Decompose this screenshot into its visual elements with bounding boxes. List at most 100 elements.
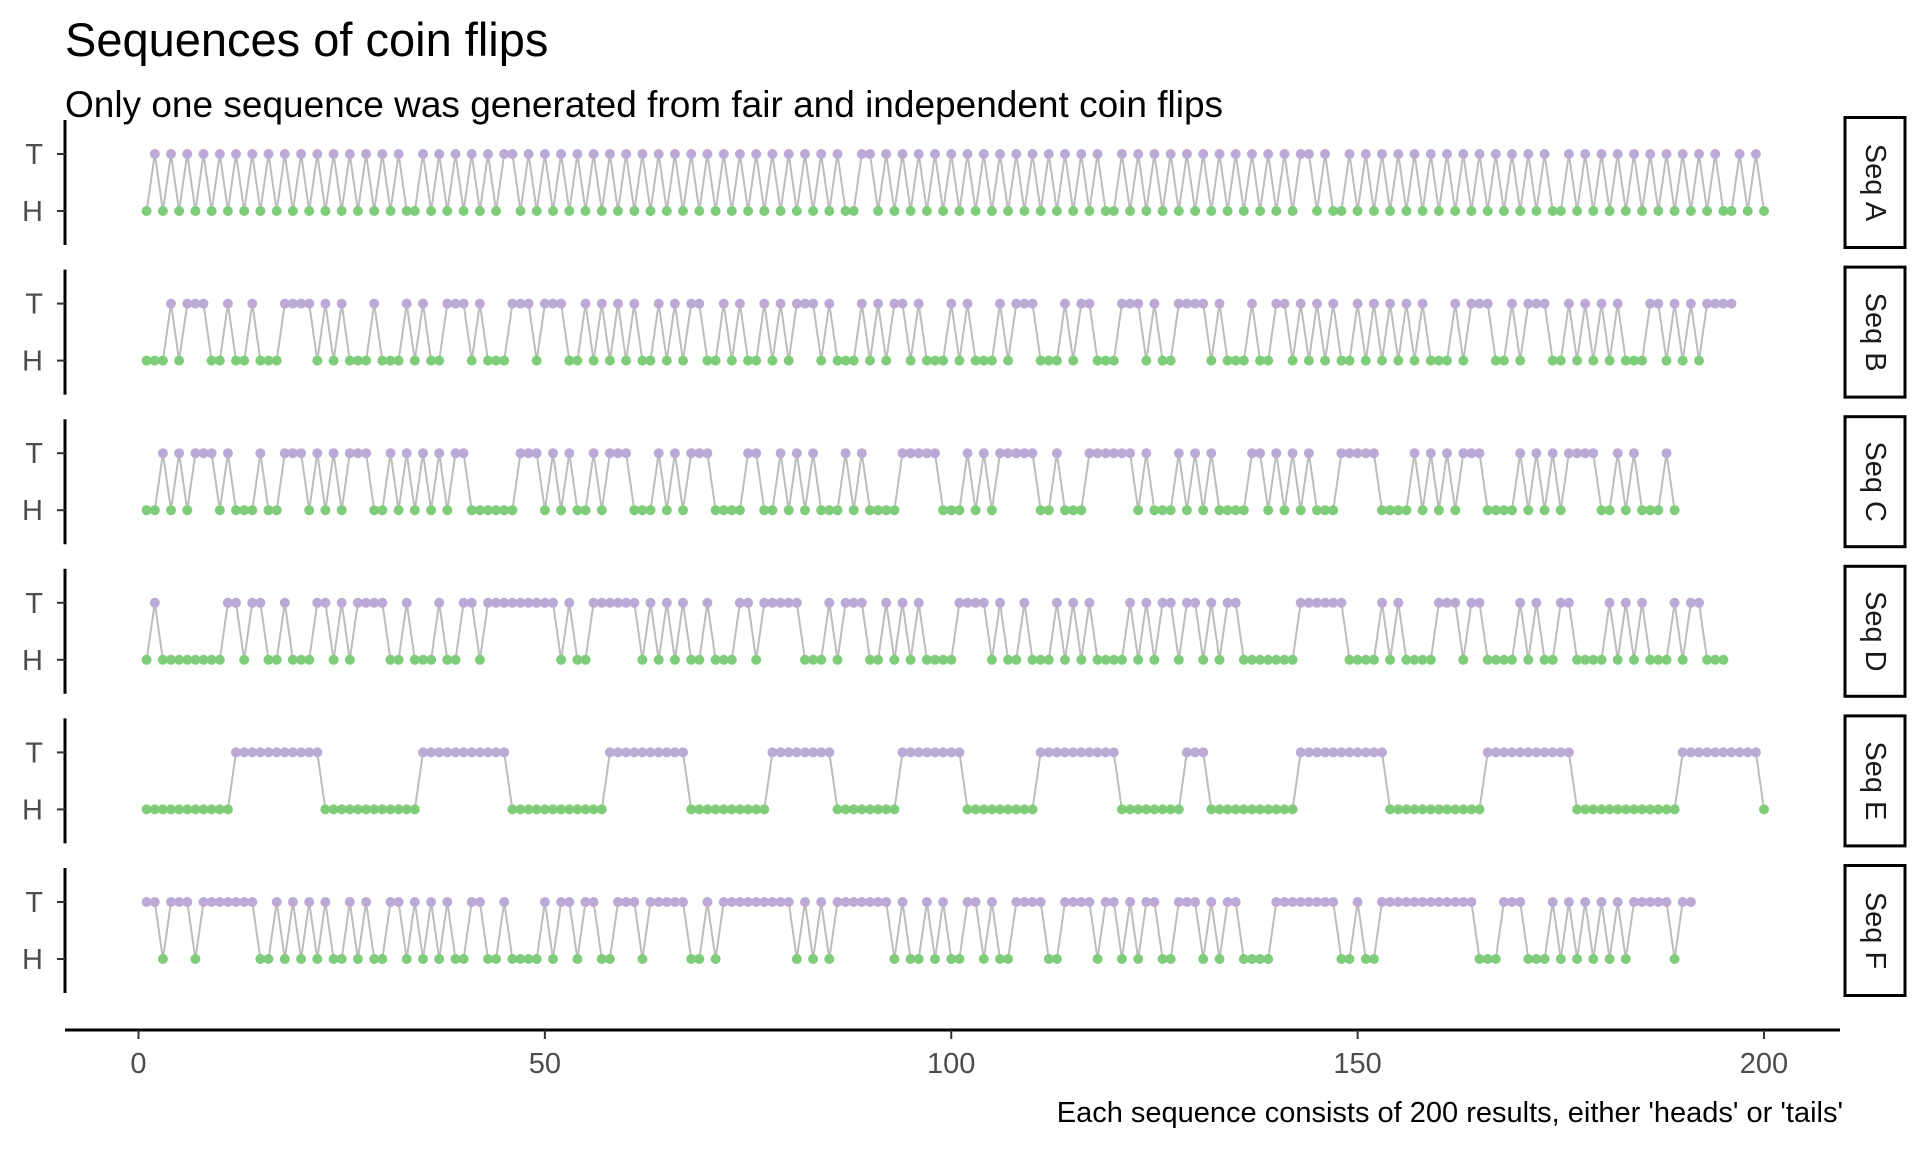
- tails-point: [458, 298, 469, 309]
- tails-point: [1563, 747, 1574, 758]
- heads-point: [678, 206, 688, 216]
- heads-point: [1360, 954, 1371, 964]
- tails-point: [458, 747, 469, 758]
- heads-point: [377, 355, 388, 366]
- tails-point: [1507, 747, 1517, 758]
- tails-point: [1482, 298, 1493, 309]
- tails-point: [296, 448, 307, 459]
- heads-point: [531, 355, 542, 366]
- tails-point: [897, 448, 908, 459]
- tails-point: [352, 597, 363, 608]
- tails-point: [548, 448, 558, 459]
- tails-point: [1271, 448, 1282, 459]
- tails-point: [1011, 298, 1022, 309]
- tails-point: [418, 448, 428, 459]
- heads-point: [1604, 206, 1615, 216]
- tails-point: [930, 149, 940, 159]
- tails-point: [1450, 298, 1461, 309]
- x-tick-label: 200: [1740, 1048, 1788, 1080]
- heads-point: [1669, 804, 1680, 815]
- tails-point: [978, 597, 989, 608]
- heads-point: [1214, 804, 1225, 815]
- tails-point: [1547, 747, 1558, 758]
- tails-point: [1060, 149, 1070, 159]
- heads-point: [1312, 206, 1322, 216]
- heads-point: [1043, 654, 1054, 665]
- heads-point: [523, 954, 534, 964]
- tails-point: [1181, 747, 1192, 758]
- heads-point: [450, 654, 461, 665]
- heads-point: [1637, 804, 1648, 815]
- heads-point: [344, 804, 355, 815]
- tails-point: [336, 597, 347, 608]
- tails-point: [483, 149, 493, 159]
- tails-point: [434, 149, 445, 159]
- heads-point: [1620, 355, 1631, 366]
- heads-point: [174, 804, 185, 815]
- heads-point: [905, 355, 916, 366]
- heads-point: [377, 954, 388, 964]
- tails-point: [352, 448, 363, 459]
- tails-point: [800, 149, 810, 159]
- tails-point: [1076, 298, 1087, 309]
- tails-point: [588, 149, 599, 159]
- tails-point: [474, 747, 485, 758]
- heads-point: [1458, 654, 1469, 665]
- heads-point: [726, 355, 737, 366]
- heads-point: [442, 505, 453, 516]
- tails-point: [1181, 298, 1192, 309]
- heads-point: [1206, 206, 1217, 216]
- tails-point: [653, 747, 664, 758]
- tails-point: [239, 897, 250, 907]
- tails-point: [279, 298, 290, 309]
- tails-point: [1027, 448, 1038, 459]
- heads-point: [938, 355, 949, 366]
- y-tick-label: H: [22, 944, 43, 976]
- heads-point: [816, 355, 827, 366]
- tails-point: [986, 897, 997, 907]
- heads-point: [1620, 505, 1631, 516]
- heads-point: [921, 654, 932, 665]
- heads-point: [1344, 355, 1355, 366]
- heads-point: [344, 654, 355, 665]
- tails-point: [775, 448, 786, 459]
- heads-point: [848, 804, 859, 815]
- tails-point: [621, 897, 632, 907]
- heads-point: [1222, 206, 1233, 216]
- heads-point: [1393, 804, 1404, 815]
- heads-point: [1238, 954, 1249, 964]
- tails-point: [669, 747, 680, 758]
- tails-point: [572, 149, 583, 159]
- tails-point: [304, 298, 315, 309]
- heads-point: [239, 505, 250, 516]
- tails-point: [1320, 897, 1331, 907]
- heads-point: [1092, 654, 1103, 665]
- heads-point: [1263, 654, 1274, 665]
- tails-point: [783, 897, 794, 907]
- strip-box: [1843, 265, 1907, 399]
- tails-point: [783, 747, 794, 758]
- heads-point: [1653, 654, 1664, 665]
- strip-label: Seq B: [1859, 293, 1891, 372]
- tails-point: [1377, 747, 1387, 758]
- heads-point: [466, 355, 477, 366]
- heads-point: [1255, 355, 1266, 366]
- tails-point: [1425, 448, 1436, 459]
- heads-point: [1133, 954, 1144, 964]
- heads-point: [954, 954, 965, 964]
- heads-point: [141, 804, 152, 815]
- heads-point: [832, 804, 843, 815]
- heads-point: [1482, 654, 1493, 665]
- tails-point: [1206, 597, 1217, 608]
- heads-point: [1669, 206, 1680, 216]
- heads-point: [1271, 654, 1282, 665]
- tails-point: [222, 448, 233, 459]
- heads-point: [190, 954, 201, 964]
- heads-point: [1401, 654, 1412, 665]
- tails-point: [1247, 298, 1257, 309]
- heads-point: [409, 206, 420, 216]
- tails-point: [783, 597, 794, 608]
- tails-point: [751, 897, 762, 907]
- tails-point: [978, 149, 989, 159]
- tails-point: [1734, 149, 1745, 159]
